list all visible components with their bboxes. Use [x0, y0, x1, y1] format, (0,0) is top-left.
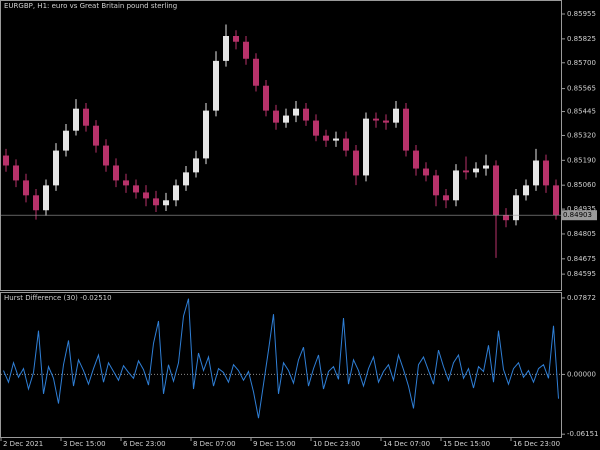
candle-body — [473, 168, 479, 173]
candle-body — [373, 118, 379, 121]
candle-body — [553, 185, 559, 216]
candle-body — [483, 165, 489, 169]
y-tick-label: 0.85700 — [567, 59, 596, 67]
candle-body — [3, 155, 9, 166]
candle-body — [353, 150, 359, 176]
candle-body — [173, 185, 179, 201]
candle-body — [413, 150, 419, 169]
y-tick-label: 0.85060 — [567, 181, 596, 189]
x-tick-label: 10 Dec 23:00 — [313, 440, 360, 448]
candle-body — [213, 60, 219, 111]
y-tick-label: 0.00000 — [567, 370, 596, 378]
x-tick-label: 8 Dec 07:00 — [193, 440, 236, 448]
candle-body — [403, 108, 409, 151]
candle-body — [133, 185, 139, 193]
candle-body — [393, 108, 399, 123]
y-tick-label: 0.84675 — [567, 255, 596, 263]
candle-body — [323, 135, 329, 141]
y-tick-label: 0.85825 — [567, 35, 596, 43]
candle-body — [343, 138, 349, 151]
candle-body — [503, 215, 509, 221]
candle-body — [443, 195, 449, 201]
candle-body — [463, 170, 469, 173]
candle-body — [63, 130, 69, 151]
y-tick-label: 0.84805 — [567, 230, 596, 238]
y-tick-label: -0.06151 — [567, 430, 598, 438]
y-tick-label: 0.07872 — [567, 294, 596, 302]
x-tick-label: 3 Dec 15:00 — [63, 440, 106, 448]
candle-body — [43, 185, 49, 211]
main-panel-frame — [0, 0, 562, 291]
candle-body — [103, 145, 109, 166]
y-tick-label: 0.85320 — [567, 131, 596, 139]
candle-body — [183, 172, 189, 186]
candle-body — [33, 195, 39, 211]
indicator-panel-frame — [0, 292, 562, 438]
candle-body — [543, 160, 549, 186]
indicator-line — [3, 298, 559, 419]
candle-body — [363, 118, 369, 176]
x-tick-label: 15 Dec 15:00 — [443, 440, 490, 448]
candle-body — [303, 108, 309, 121]
candle-body — [453, 170, 459, 201]
x-tick-label: 9 Dec 15:00 — [253, 440, 296, 448]
candle-body — [293, 108, 299, 116]
indicator-title: Hurst Difference (30) -0.02510 — [4, 294, 112, 302]
last-price-label: 0.84903 — [563, 211, 592, 219]
y-tick-label: 0.84935 — [567, 205, 596, 213]
candle-body — [283, 115, 289, 123]
candle-body — [243, 41, 249, 59]
last-price-box — [561, 210, 597, 221]
candle-body — [333, 138, 339, 141]
candle-body — [203, 110, 209, 159]
chart-title: EURGBP, H1: euro vs Great Britain pound … — [4, 2, 177, 10]
y-tick-label: 0.84595 — [567, 270, 596, 278]
candle-body — [113, 165, 119, 181]
candle-body — [423, 168, 429, 176]
candle-body — [163, 200, 169, 206]
candle-body — [223, 36, 229, 61]
y-tick-label: 0.85565 — [567, 85, 596, 93]
y-tick-label: 0.85955 — [567, 10, 596, 18]
candle-body — [253, 58, 259, 86]
candle-body — [263, 85, 269, 111]
candle-body — [313, 120, 319, 136]
candle-body — [533, 160, 539, 186]
candle-body — [233, 36, 239, 42]
x-tick-label: 6 Dec 23:00 — [123, 440, 166, 448]
candle-body — [433, 175, 439, 196]
candle-body — [123, 180, 129, 186]
x-tick-label: 2 Dec 2021 — [3, 440, 43, 448]
candle-body — [383, 120, 389, 123]
x-tick-label: 14 Dec 07:00 — [383, 440, 430, 448]
candle-body — [83, 108, 89, 126]
candle-body — [73, 108, 79, 131]
candle-body — [523, 185, 529, 196]
candle-body — [93, 125, 99, 146]
candle-body — [153, 198, 159, 206]
candle-body — [493, 165, 499, 216]
x-tick-label: 16 Dec 23:00 — [513, 440, 560, 448]
candle-body — [513, 195, 519, 221]
y-tick-label: 0.85445 — [567, 108, 596, 116]
candle-body — [53, 150, 59, 186]
candle-body — [273, 110, 279, 123]
y-tick-label: 0.85190 — [567, 156, 596, 164]
candle-body — [193, 158, 199, 173]
candle-body — [143, 192, 149, 199]
candle-body — [13, 165, 19, 181]
candle-body — [23, 180, 29, 196]
